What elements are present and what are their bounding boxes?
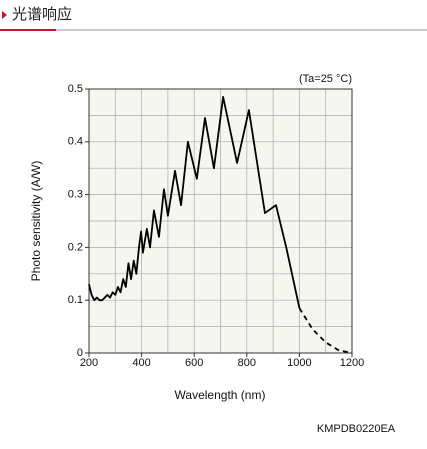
plot-frame <box>88 88 353 354</box>
y-tick-label: 0.5 <box>68 83 83 95</box>
y-axis-label: Photo sensitivity (A/W) <box>29 161 43 282</box>
x-axis-label: Wavelength (nm) <box>175 388 266 402</box>
y-tick-label: 0.4 <box>68 136 83 148</box>
x-tick-label: 400 <box>132 357 150 369</box>
header-title: 光谱响应 <box>12 5 72 23</box>
y-tick-label: 0.3 <box>68 189 83 201</box>
y-tick-label: 0 <box>77 347 83 359</box>
series-line <box>88 96 301 309</box>
x-tick-label: 1000 <box>287 357 311 369</box>
annotation: (Ta=25 °C) <box>299 73 352 85</box>
x-tick-label: 200 <box>80 357 98 369</box>
y-tick-label: 0.1 <box>68 294 83 306</box>
x-tick-label: 800 <box>238 357 256 369</box>
footnote: KMPDB0220EA <box>317 423 396 435</box>
series-line <box>298 307 353 354</box>
header-marker <box>2 11 7 19</box>
y-tick-label: 0.2 <box>68 241 83 253</box>
x-tick-label: 600 <box>185 357 203 369</box>
x-tick-label: 1200 <box>340 357 364 369</box>
